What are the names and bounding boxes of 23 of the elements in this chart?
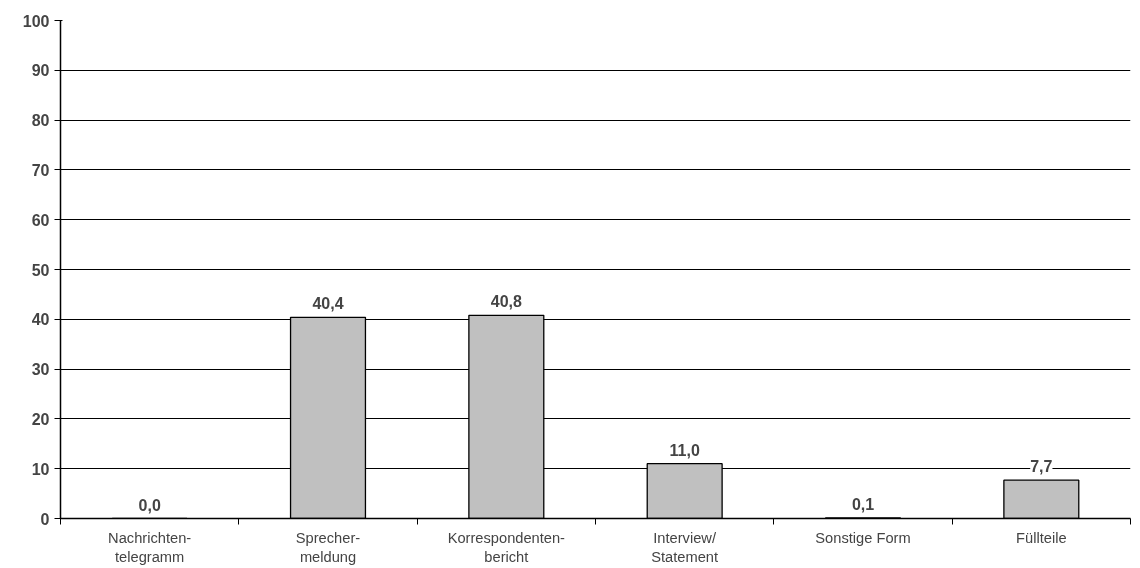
x-tick-label: Interview/ Statement (651, 529, 719, 565)
y-tick-label: 40 (31, 311, 50, 329)
data-label: 0,1 (851, 496, 875, 513)
y-tick-label: 30 (31, 361, 50, 379)
y-tick-label: 0 (40, 510, 50, 528)
y-tick-label: 70 (31, 161, 50, 179)
x-tick-label: Nachrichten- telegramm (108, 529, 192, 565)
x-tick-label: Füllteile (1016, 529, 1067, 546)
data-label: 11,0 (669, 441, 700, 459)
x-tick-label: Sonstige Form (815, 529, 911, 546)
y-tick-label: 100 (22, 12, 50, 30)
data-label: 7,7 (1030, 458, 1053, 476)
y-tick-label: 90 (31, 62, 50, 80)
y-tick-label: 50 (31, 261, 50, 279)
y-tick-label: 20 (31, 410, 50, 428)
y-tick-label: 80 (31, 112, 50, 130)
y-tick-label: 10 (31, 460, 50, 478)
x-tick-label: Korrespondenten- bericht (447, 529, 566, 565)
data-label: 40,4 (312, 295, 344, 313)
data-label: 40,8 (490, 293, 523, 311)
y-tick-label: 60 (31, 211, 50, 229)
x-tick-label: Sprecher- meldung (295, 529, 361, 565)
data-label: 0,0 (138, 496, 161, 514)
